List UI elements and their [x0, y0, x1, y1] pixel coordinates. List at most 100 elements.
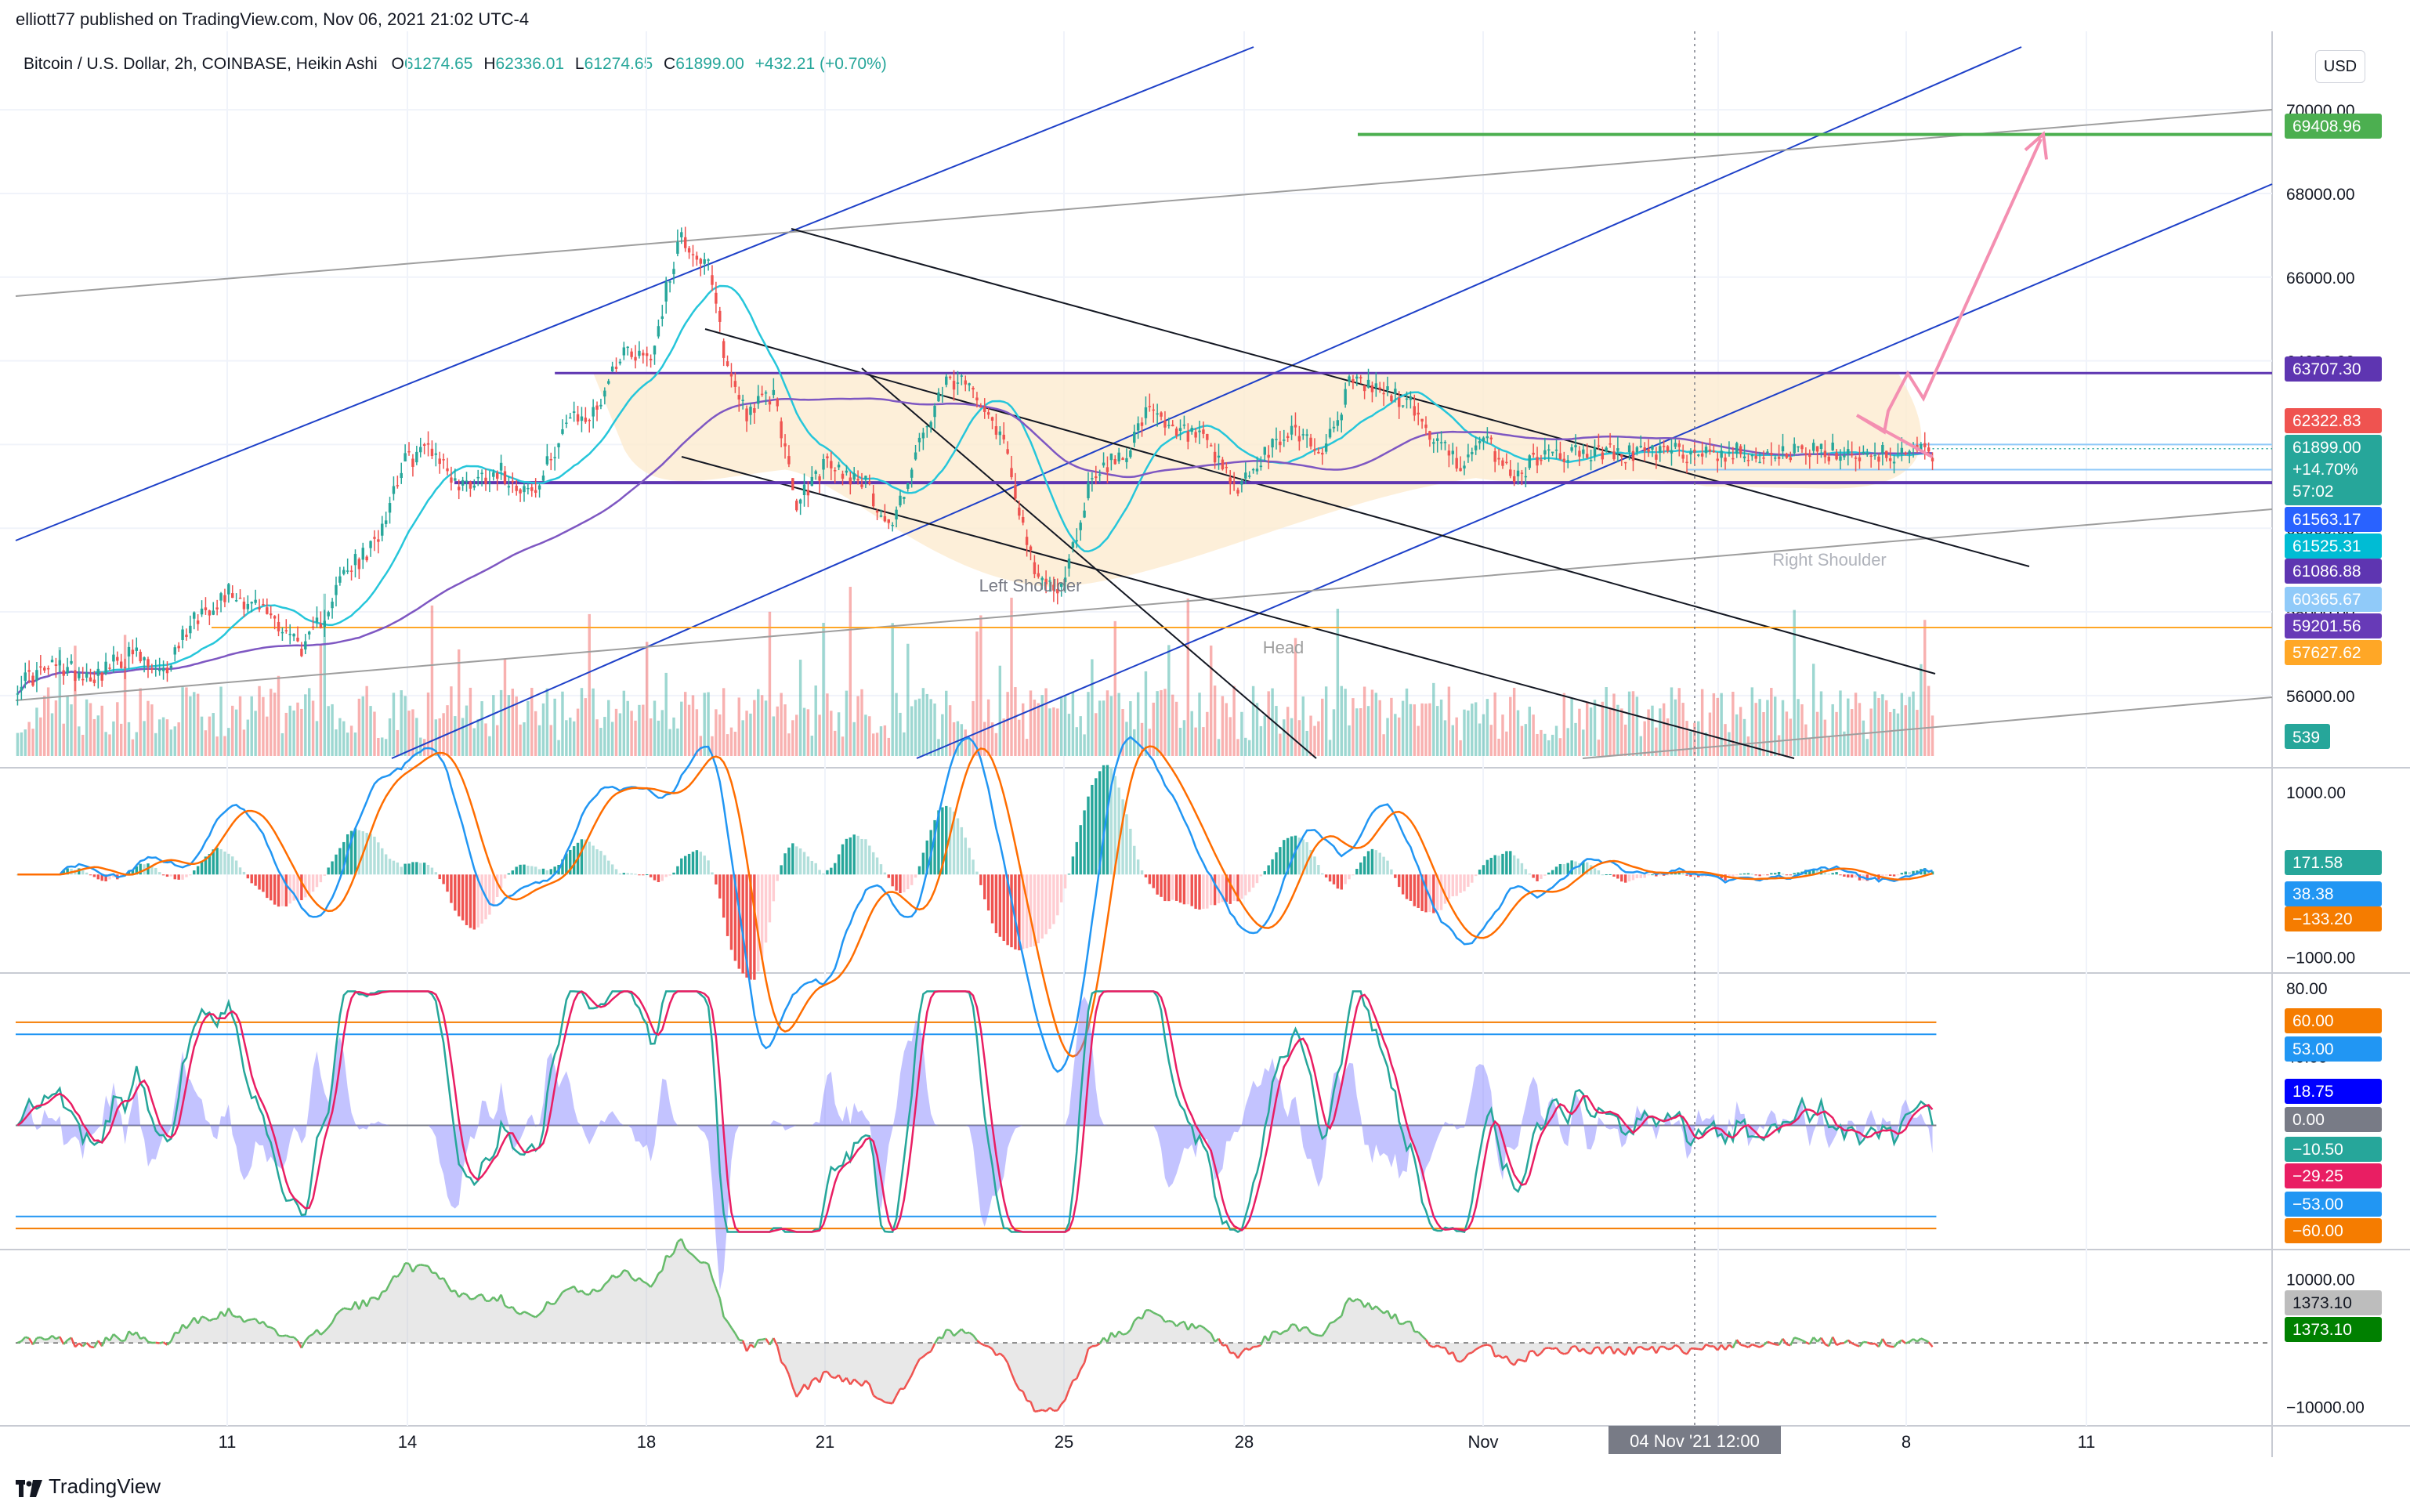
tradingview-brand[interactable]: TradingView [16, 1474, 161, 1499]
volume-bar [357, 698, 361, 756]
macd-histogram-bar [392, 860, 396, 875]
macd-histogram-bar [196, 866, 200, 875]
bottom-line-seg [607, 1274, 613, 1282]
candle-body [1324, 443, 1328, 452]
volume-bar [342, 721, 346, 756]
symbol-title[interactable]: Bitcoin / U.S. Dollar, 2h, COINBASE, Hei… [24, 55, 378, 73]
bottom-line-seg [995, 1352, 1001, 1357]
macd-histogram-bar [599, 851, 602, 875]
candle-body [1156, 413, 1159, 415]
candle-body [1808, 454, 1811, 458]
price-axis-label: 61086.88 [2292, 562, 2361, 581]
volume-bar [131, 739, 135, 756]
volume-bar [565, 720, 568, 756]
volume-bar [871, 733, 875, 756]
bottom-line-seg [984, 1344, 989, 1347]
macd-histogram-bar [1056, 874, 1059, 916]
bottom-line-seg [1548, 1347, 1553, 1351]
volume-bar [1532, 714, 1535, 756]
candle-body [1052, 584, 1055, 591]
volume-bar [834, 730, 837, 756]
volume-bar [515, 696, 518, 756]
volume-bar [695, 709, 699, 756]
volume-bar [691, 695, 695, 756]
candle-body [1194, 432, 1197, 438]
candle-body [507, 486, 511, 488]
volume-bar [27, 722, 31, 756]
bottom-line-seg [1759, 1344, 1764, 1348]
macd-histogram-bar [246, 874, 250, 879]
bottom-line-seg [262, 1321, 268, 1328]
volume-bar [1593, 700, 1597, 756]
volume-bar [157, 719, 161, 756]
candle-body [1352, 378, 1355, 383]
volume-bar [1854, 693, 1858, 756]
price-axis-label: 57627.62 [2292, 644, 2361, 662]
macd-histogram-bar [284, 874, 288, 907]
volume-bar [1297, 720, 1301, 756]
macd-histogram-bar [1121, 799, 1124, 875]
bottom-line-seg [554, 1297, 560, 1304]
annotation-head: Head [1263, 638, 1305, 657]
candle-body [711, 275, 714, 285]
macd-histogram-bar [749, 874, 752, 980]
macd-histogram-bar [1685, 874, 1688, 876]
volume-bar [680, 701, 683, 756]
volume-bar [185, 687, 188, 756]
candle-body [1892, 461, 1896, 464]
macd-histogram-bar [776, 874, 779, 881]
volume-bar [1428, 703, 1431, 756]
bottom-line-seg [1236, 1351, 1243, 1359]
candle-body [780, 421, 783, 439]
candle-body [649, 358, 653, 360]
candle-body [768, 401, 772, 405]
macd-histogram-bar [956, 818, 960, 875]
price-axis-label: 69408.96 [2292, 118, 2361, 136]
macd-histogram-bar [1156, 874, 1159, 895]
bottom-line-seg [1225, 1344, 1232, 1354]
bottom-line-seg [128, 1330, 134, 1336]
volume-bar [614, 708, 618, 756]
volume-bar [415, 718, 418, 756]
candle-body [1643, 447, 1646, 451]
bottom-line-seg [1037, 1409, 1043, 1413]
candle-body [288, 634, 291, 635]
volume-bar [757, 689, 760, 756]
candle-body [223, 595, 226, 602]
volume-bar [1420, 703, 1424, 756]
macd-histogram-bar [1136, 859, 1140, 875]
volume-bar [1766, 700, 1769, 756]
macd-histogram-bar [646, 874, 649, 876]
volume-bar [1516, 710, 1520, 756]
bottom-line-seg [1394, 1313, 1400, 1325]
macd-histogram-bar [1390, 869, 1393, 875]
macd-histogram-bar [1309, 849, 1312, 875]
candle-body [776, 399, 779, 407]
candle-body [994, 426, 998, 435]
trend-line [916, 183, 2273, 759]
candle-body [1321, 452, 1324, 455]
volume-bar [24, 729, 27, 756]
currency-button[interactable]: USD [2315, 50, 2365, 83]
candle-body [1766, 451, 1769, 453]
volume-bar [127, 722, 131, 756]
volume-bar [1923, 620, 1927, 756]
bottom-line-seg [78, 1342, 84, 1347]
macd-histogram-bar [733, 874, 737, 961]
volume-bar [1063, 696, 1067, 756]
candle-body [1113, 458, 1116, 465]
bottom-line-seg [1210, 1333, 1216, 1343]
bottom-line-seg [1905, 1340, 1910, 1344]
bottom-line-seg [47, 1334, 53, 1340]
macd-histogram-bar [1693, 874, 1696, 877]
candle-body [1463, 465, 1466, 468]
bottom-line-seg [546, 1300, 552, 1305]
volume-bar [917, 698, 921, 756]
candle-body [411, 458, 414, 467]
price-axis-label: 61525.31 [2292, 537, 2361, 555]
bottom-line-seg [811, 1376, 816, 1382]
bottom-line-seg [1310, 1332, 1315, 1336]
macd-histogram-bar [534, 866, 537, 875]
candle-body [1754, 455, 1757, 459]
